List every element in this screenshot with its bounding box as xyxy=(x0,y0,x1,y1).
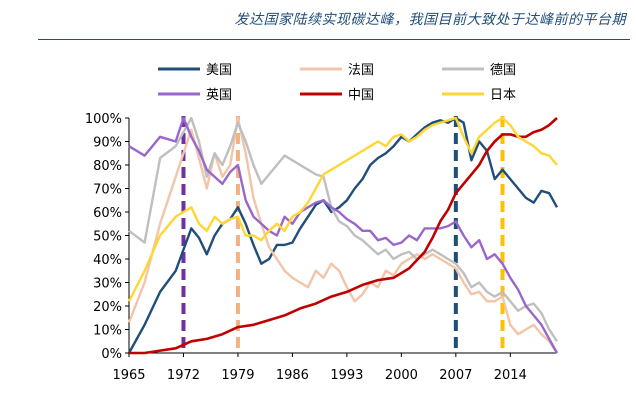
x-tick-label: 1993 xyxy=(330,368,363,383)
x-tick-label: 2007 xyxy=(439,368,472,383)
x-tick-label: 2014 xyxy=(494,368,527,383)
y-tick-label: 60% xyxy=(93,206,122,221)
title-rule xyxy=(38,39,630,40)
y-tick-label: 10% xyxy=(93,324,122,339)
x-tick-label: 1986 xyxy=(276,368,309,383)
page-title: 发达国家陆续实现碳达峰，我国目前大致处于达峰前的平台期 xyxy=(234,12,626,28)
series-line-德国 xyxy=(128,116,559,342)
y-tick-label: 30% xyxy=(93,277,122,292)
y-tick-label: 50% xyxy=(93,230,122,245)
y-tick-label: 90% xyxy=(93,136,122,151)
series-line-法国 xyxy=(127,116,558,354)
legend-label: 英国 xyxy=(206,88,232,103)
legend-label: 中国 xyxy=(348,88,374,103)
y-tick-label: 0% xyxy=(101,347,122,362)
legend-label: 日本 xyxy=(490,88,516,103)
series-line-中国 xyxy=(129,117,558,355)
x-tick-label: 1965 xyxy=(112,368,145,383)
series-line-日本 xyxy=(127,116,558,302)
x-tick-label: 1979 xyxy=(221,368,254,383)
y-tick-label: 80% xyxy=(93,159,122,174)
x-tick-label: 2000 xyxy=(385,368,418,383)
y-tick-label: 100% xyxy=(85,112,122,127)
y-tick-label: 70% xyxy=(93,183,122,198)
y-tick-label: 40% xyxy=(93,253,122,268)
series-line-美国 xyxy=(127,116,559,354)
legend-label: 德国 xyxy=(490,63,516,78)
legend-label: 美国 xyxy=(206,63,232,78)
y-tick-label: 20% xyxy=(93,300,122,315)
series-line-英国 xyxy=(128,116,559,354)
legend-label: 法国 xyxy=(348,63,374,78)
x-tick-label: 1972 xyxy=(167,368,200,383)
